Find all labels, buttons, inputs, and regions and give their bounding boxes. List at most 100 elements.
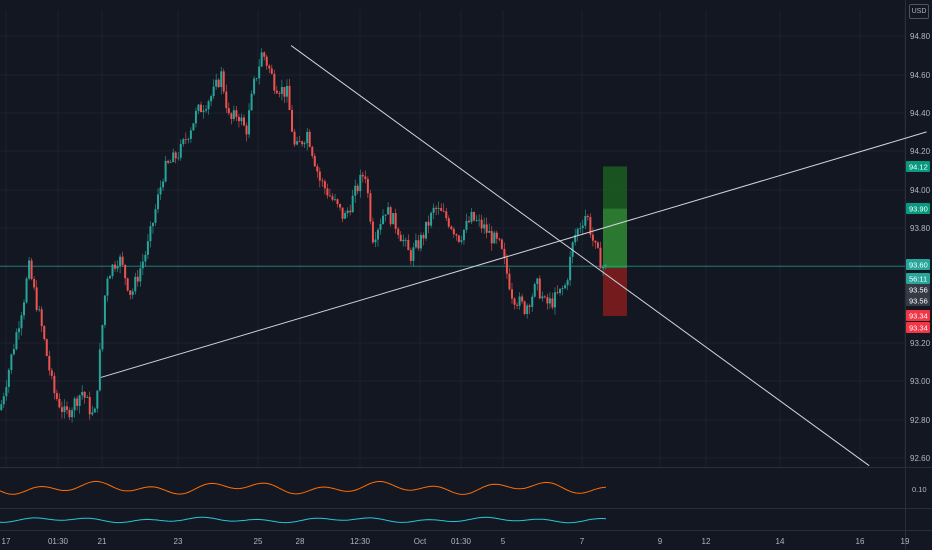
candle bbox=[50, 367, 53, 380]
candle-body bbox=[20, 315, 23, 329]
candle-body bbox=[88, 397, 91, 415]
candle bbox=[121, 251, 124, 267]
candle bbox=[594, 240, 597, 249]
time-tick-label: 5 bbox=[501, 537, 506, 546]
candle bbox=[194, 107, 197, 128]
price-badge-bg bbox=[906, 295, 930, 306]
candle bbox=[60, 401, 63, 419]
candle-body bbox=[417, 240, 420, 249]
candle-body bbox=[374, 239, 377, 243]
candle bbox=[268, 64, 271, 73]
candle-body bbox=[478, 219, 481, 221]
candle-body bbox=[12, 349, 15, 355]
candle bbox=[43, 325, 46, 341]
candle-body bbox=[35, 287, 38, 310]
candle bbox=[265, 54, 268, 70]
trendline bbox=[290, 45, 870, 467]
candle bbox=[187, 137, 190, 144]
price-tick-label: 92.80 bbox=[910, 416, 931, 425]
candle-body bbox=[301, 141, 304, 145]
time-tick-label: Oct bbox=[414, 537, 427, 546]
candle-body bbox=[215, 79, 218, 87]
candle bbox=[457, 234, 460, 244]
candle bbox=[283, 86, 286, 104]
candle bbox=[12, 343, 15, 356]
candle-body bbox=[341, 207, 344, 219]
candle-body bbox=[220, 71, 223, 88]
candle bbox=[258, 59, 261, 85]
candle bbox=[561, 285, 564, 296]
candle bbox=[182, 137, 185, 147]
candle-body bbox=[225, 91, 228, 109]
candle-body bbox=[326, 188, 329, 196]
candle-body bbox=[5, 386, 8, 397]
candle-body bbox=[376, 229, 379, 240]
candle-body bbox=[283, 86, 286, 97]
time-tick-label: 12 bbox=[702, 537, 711, 546]
candle-body bbox=[164, 160, 167, 182]
candle-body bbox=[409, 250, 412, 261]
candle-body bbox=[298, 141, 301, 143]
candle-body bbox=[103, 295, 106, 326]
candle-body bbox=[551, 298, 554, 308]
candle-body bbox=[349, 210, 352, 213]
candle bbox=[483, 217, 486, 234]
candle bbox=[495, 230, 498, 244]
candle bbox=[528, 303, 531, 315]
candle bbox=[157, 188, 160, 214]
price-badge-label: 93.56 bbox=[909, 286, 928, 295]
candle-body bbox=[293, 131, 296, 145]
candle bbox=[548, 292, 551, 309]
candle bbox=[397, 226, 400, 239]
price-tick-label: 93.20 bbox=[910, 339, 931, 348]
stop-zone bbox=[603, 268, 627, 317]
candle-body bbox=[584, 215, 587, 226]
candle bbox=[460, 235, 463, 245]
candle bbox=[414, 233, 417, 250]
candle-body bbox=[222, 71, 225, 92]
price-tick-label: 93.80 bbox=[910, 224, 931, 233]
candle-body bbox=[538, 278, 541, 299]
time-tick-label: 01:30 bbox=[451, 537, 472, 546]
candle bbox=[336, 198, 339, 208]
price-badge-bg bbox=[906, 322, 930, 333]
candle-body bbox=[389, 207, 392, 225]
candle-body bbox=[371, 221, 374, 243]
candle-body bbox=[394, 213, 397, 229]
candle bbox=[7, 367, 10, 393]
candle bbox=[341, 207, 344, 223]
price-badge-target: 94.12 bbox=[906, 161, 930, 172]
trendline bbox=[100, 131, 927, 378]
candle bbox=[212, 79, 215, 100]
candle-body bbox=[182, 139, 185, 144]
candle-body bbox=[162, 181, 165, 188]
candle-body bbox=[192, 123, 195, 131]
candle-body bbox=[488, 231, 491, 233]
candle-body bbox=[316, 166, 319, 172]
candle-body bbox=[200, 104, 203, 113]
candle bbox=[566, 278, 569, 291]
time-tick-label: 17 bbox=[2, 537, 11, 546]
candle-body bbox=[210, 96, 213, 102]
candle bbox=[402, 234, 405, 247]
candle bbox=[470, 207, 473, 224]
candle bbox=[541, 291, 544, 302]
candle-body bbox=[321, 180, 324, 182]
candle bbox=[349, 204, 352, 216]
candle-body bbox=[323, 181, 326, 189]
candle-body bbox=[76, 398, 79, 406]
currency-badge[interactable]: USD bbox=[909, 4, 929, 19]
candle bbox=[326, 183, 329, 199]
candle bbox=[108, 274, 111, 279]
candle bbox=[366, 176, 369, 199]
candle-body bbox=[136, 276, 139, 282]
candle-body bbox=[548, 298, 551, 304]
candle-body bbox=[154, 209, 157, 223]
candle bbox=[376, 228, 379, 247]
candle-body bbox=[495, 232, 498, 239]
candle-body bbox=[407, 239, 410, 251]
candle-body bbox=[523, 301, 526, 314]
price-badge-label: 93.56 bbox=[909, 297, 928, 306]
candle bbox=[288, 78, 291, 111]
